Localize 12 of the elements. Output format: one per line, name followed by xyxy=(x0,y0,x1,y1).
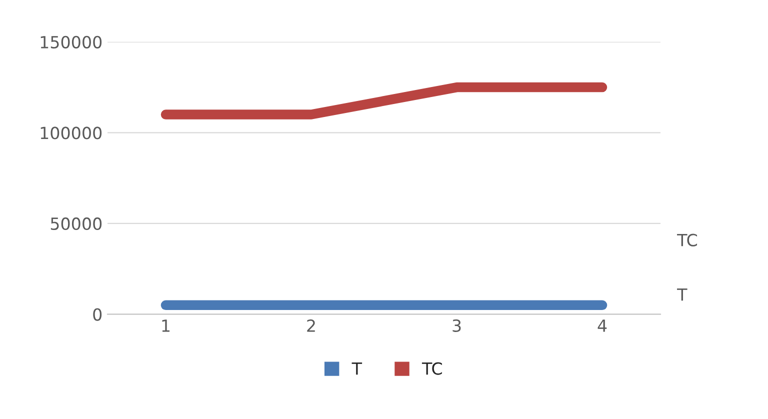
legend-label: T xyxy=(352,362,362,375)
y-tick-label: 50000 xyxy=(50,217,102,230)
text: T xyxy=(677,288,688,301)
text: TC xyxy=(677,234,698,246)
y-tick-label: 100000 xyxy=(40,126,102,140)
x-tick-label: 1 xyxy=(162,320,170,332)
y-tick-label: 0 xyxy=(93,308,102,321)
x-tick-label: 4 xyxy=(598,320,607,332)
x-tick-label: 3 xyxy=(452,319,461,332)
y-tick-label: 150000 xyxy=(40,36,102,48)
x-tick-label: 2 xyxy=(307,319,315,332)
legend-label: TC xyxy=(422,362,442,375)
